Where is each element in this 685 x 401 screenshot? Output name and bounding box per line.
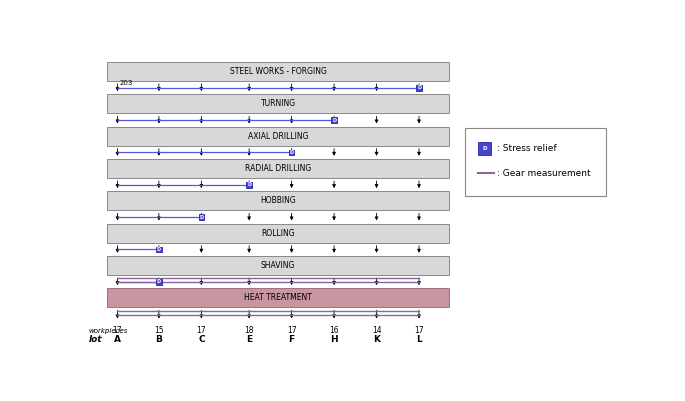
Text: 17: 17 (414, 326, 424, 335)
Bar (107, 127, 449, 146)
Text: 15: 15 (154, 326, 164, 335)
Text: : Stress relief: : Stress relief (497, 144, 557, 153)
Text: A: A (114, 335, 121, 344)
Bar (465, 128, 606, 196)
Text: F: F (288, 335, 295, 344)
Text: D: D (247, 182, 251, 187)
Text: D: D (417, 85, 421, 90)
Text: L: L (416, 335, 422, 344)
Text: AXIAL DRILLING: AXIAL DRILLING (248, 132, 308, 141)
Bar (107, 256, 449, 275)
Bar (289, 150, 295, 155)
Bar (478, 142, 491, 155)
Bar (156, 279, 162, 285)
Text: 17: 17 (112, 326, 123, 335)
Bar (156, 247, 162, 252)
Text: ROLLING: ROLLING (261, 229, 295, 238)
Text: D: D (482, 146, 487, 151)
Bar (332, 117, 337, 123)
Text: 14: 14 (372, 326, 382, 335)
Text: 17: 17 (197, 326, 206, 335)
Text: D: D (199, 215, 203, 220)
Text: RADIAL DRILLING: RADIAL DRILLING (245, 164, 311, 173)
Text: C: C (198, 335, 205, 344)
Bar (107, 62, 449, 81)
Text: B: B (155, 335, 162, 344)
Text: lot: lot (88, 335, 102, 344)
Bar (199, 214, 204, 220)
Bar (107, 159, 449, 178)
Text: workpieces: workpieces (88, 328, 127, 334)
Text: TURNING: TURNING (260, 99, 296, 108)
Text: 18: 18 (245, 326, 254, 335)
Bar (107, 94, 449, 113)
Text: D: D (290, 150, 294, 155)
Bar (247, 182, 252, 188)
Bar (107, 288, 449, 308)
Bar (416, 85, 422, 91)
Text: D: D (157, 247, 161, 252)
Bar (107, 191, 449, 211)
Text: HOBBING: HOBBING (260, 196, 296, 205)
Text: H: H (330, 335, 338, 344)
Text: K: K (373, 335, 380, 344)
Text: 17: 17 (287, 326, 297, 335)
Text: D: D (157, 279, 161, 284)
Text: STEEL WORKS - FORGING: STEEL WORKS - FORGING (229, 67, 327, 76)
Text: 16: 16 (329, 326, 339, 335)
Text: 203: 203 (119, 80, 132, 86)
Text: SHAVING: SHAVING (261, 261, 295, 270)
Text: D: D (332, 117, 336, 123)
Bar (107, 224, 449, 243)
Text: : Gear measurement: : Gear measurement (497, 169, 591, 178)
Text: E: E (246, 335, 252, 344)
Text: HEAT TREATMENT: HEAT TREATMENT (244, 294, 312, 302)
